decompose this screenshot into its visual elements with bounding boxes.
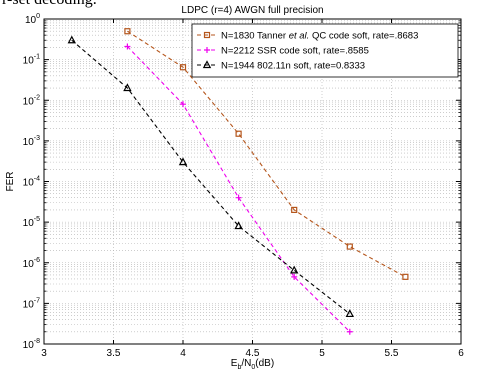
series-2 <box>67 35 354 318</box>
y-tick-label: 10-7 <box>23 297 40 310</box>
data-point <box>235 130 242 137</box>
data-point <box>346 328 353 335</box>
y-tick-label: 10-5 <box>23 216 40 229</box>
y-tick-label: 10-2 <box>23 94 40 107</box>
x-tick-label: 3 <box>41 348 47 359</box>
data-point <box>402 273 409 280</box>
series-line <box>127 30 406 278</box>
legend: N=1830 Tanner et al. QC code soft, rate=… <box>191 23 459 78</box>
data-point <box>345 309 354 318</box>
legend-marker <box>202 60 212 69</box>
x-tick-label: 3.5 <box>107 348 121 359</box>
legend-label: N=1944 802.11n soft, rate=0.8333 <box>221 61 365 72</box>
data-point <box>291 273 298 280</box>
x-tick-label: 5.5 <box>385 348 399 359</box>
legend-label: N=1830 Tanner et al. QC code soft, rate=… <box>221 31 418 42</box>
y-tick-label: 10-3 <box>23 135 40 148</box>
data-point <box>123 83 132 92</box>
x-tick-label: 5 <box>319 348 325 359</box>
legend-label: N=2212 SSR code soft, rate=.8585 <box>221 46 369 57</box>
y-tick-label: 100 <box>25 13 40 26</box>
y-tick-label: 10-1 <box>23 54 40 67</box>
axes: 3 3.5 4 4.5 5 5.5 6 100 10-1 10-2 10-3 10-4 10-5 10-6… <box>5 5 464 370</box>
data-point <box>180 101 186 108</box>
x-tick-label: 4.5 <box>246 348 260 359</box>
chart-title: LDPC (r=4) AWGN full precision <box>181 5 323 16</box>
data-point <box>178 157 188 166</box>
data-point <box>124 43 131 50</box>
data-point <box>179 64 187 71</box>
cropped-caption-fragment: r-set decoding. <box>2 0 97 9</box>
y-tick-label: 10-6 <box>23 257 40 270</box>
y-tick-label: 10-4 <box>23 176 40 189</box>
legend-marker <box>203 31 211 39</box>
series-line <box>127 46 351 333</box>
series-0 <box>124 28 409 280</box>
data-point <box>124 28 131 35</box>
data-point <box>291 206 298 213</box>
data-point <box>67 35 76 44</box>
legend-marker <box>204 47 210 53</box>
data-point <box>235 194 242 201</box>
data-point <box>234 221 243 230</box>
series-layer <box>67 28 409 335</box>
data-point <box>290 265 299 274</box>
x-tick-label: 6 <box>458 348 464 359</box>
data-point <box>346 243 353 250</box>
y-tick-label: 10-8 <box>23 338 40 351</box>
y-axis-label: FER <box>5 172 16 192</box>
x-axis-label: Eb/N0(dB) <box>231 358 274 370</box>
x-tick-label: 4 <box>180 348 186 359</box>
series-1 <box>124 43 353 335</box>
legend-box <box>191 23 459 78</box>
